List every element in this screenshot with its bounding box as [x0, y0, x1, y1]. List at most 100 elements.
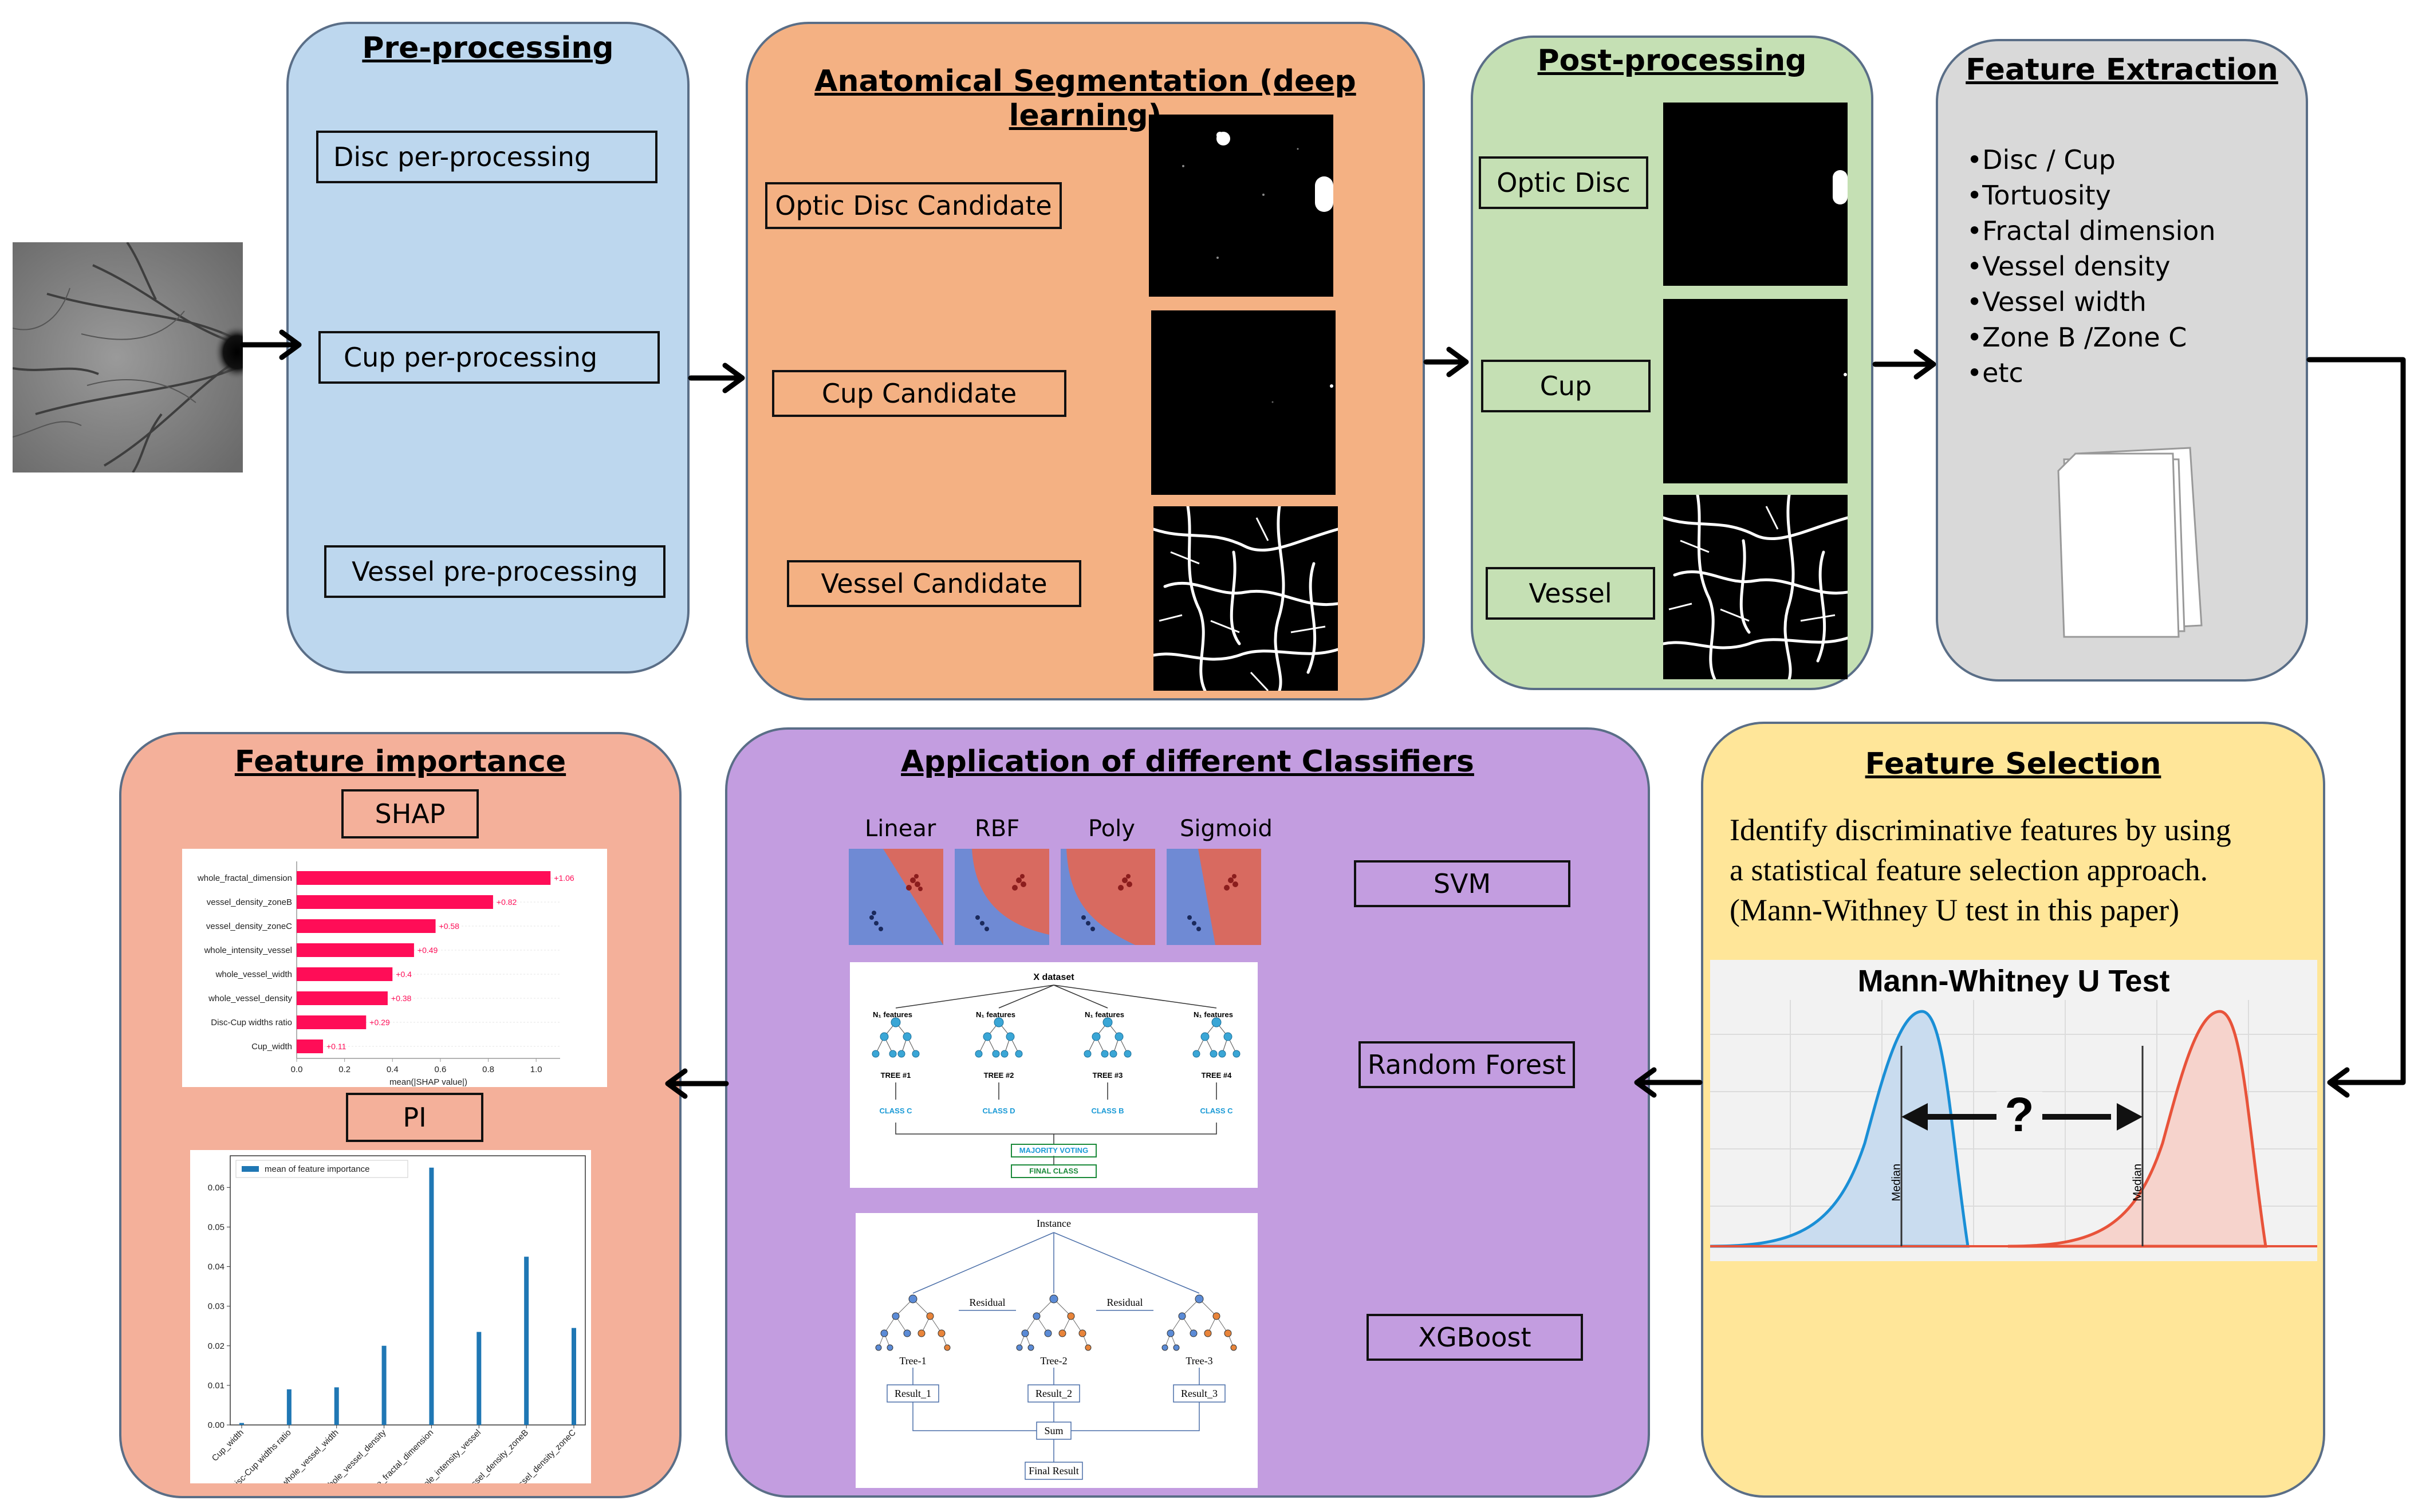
postprocessing-title: Post-processing: [1537, 44, 1807, 78]
mann-whitney-title: Mann-Whitney U Test: [1857, 964, 2170, 998]
shap-label-box: SHAP: [341, 789, 479, 838]
optic-disc-result-image: [1663, 103, 1848, 286]
rf-majority-voting: MAJORITY VOTING: [1019, 1146, 1089, 1155]
pi-bar: [286, 1389, 292, 1425]
kernel-label-poly: Poly: [1088, 816, 1135, 842]
pi-legend-swatch: [242, 1166, 259, 1172]
median-label-right: Median: [2131, 1163, 2144, 1202]
feature-extraction-title: Feature Extraction: [1966, 53, 2278, 87]
feature-item: •Tortuosity: [1967, 180, 2111, 211]
xgb-tree-label: Tree-3: [1186, 1355, 1213, 1367]
rf-features-label: N₁ features: [1085, 1010, 1124, 1019]
xgb-result-label: Result_1: [894, 1388, 931, 1399]
shap-bar: [297, 1015, 367, 1029]
shap-value-label: +0.38: [391, 994, 412, 1003]
random-forest-diagram: X dataset N₁ features N₁ features N₁ fea…: [850, 962, 1258, 1188]
pi-x-tick-label: Cup_width: [210, 1428, 246, 1463]
feature-list: •Disc / Cup •Tortuosity •Fractal dimensi…: [1967, 142, 2216, 391]
rf-final-class: FINAL CLASS: [1029, 1167, 1078, 1175]
xgb-residual-label: Residual: [1106, 1297, 1143, 1308]
rf-tree-label: TREE #4: [1201, 1071, 1232, 1080]
shap-category-label: vessel_density_zoneC: [206, 922, 292, 931]
svm-box: SVM: [1354, 860, 1570, 907]
feature-extraction-panel: Feature Extraction •Disc / Cup •Tortuosi…: [1936, 39, 2308, 682]
feature-selection-title: Feature Selection: [1865, 747, 2161, 781]
segmentation-title: Anatomical Segmentation (deep learning): [814, 64, 1356, 133]
pi-bar: [429, 1167, 434, 1425]
xgboost-diagram: Instance Residual Residual Tree-1 Tree-2…: [856, 1213, 1258, 1488]
shap-category-label: Disc-Cup widths ratio: [211, 1018, 292, 1027]
kernel-label-sigmoid: Sigmoid: [1180, 816, 1273, 842]
pi-bar: [524, 1257, 529, 1425]
cup-candidate-image: [1151, 310, 1336, 495]
shap-category-label: whole_vessel_width: [215, 970, 292, 979]
kernel-label-linear: Linear: [865, 816, 936, 842]
shap-value-label: +0.4: [396, 970, 412, 979]
pi-bar: [477, 1332, 482, 1425]
xgb-instance-label: Instance: [1037, 1218, 1071, 1229]
rf-features-label: N₁ features: [1194, 1010, 1233, 1019]
rf-tree-label: TREE #3: [1092, 1071, 1123, 1080]
rf-class-label: CLASS C: [879, 1107, 912, 1115]
optic-disc-candidate-box: Optic Disc Candidate: [765, 182, 1062, 229]
shap-bar: [297, 991, 388, 1005]
classifiers-title: Application of different Classifiers: [901, 745, 1474, 779]
pi-bar: [239, 1423, 244, 1425]
shap-value-label: +0.82: [497, 897, 517, 907]
pi-bar: [334, 1387, 339, 1425]
svm-kernel-labels: Linear RBF Poly Sigmoid: [842, 816, 1443, 850]
pi-chart: 0.00 0.01 0.02 0.03 0.04 0.05 0.06 Cup_width Dis…: [190, 1150, 591, 1502]
pi-legend-box: [235, 1160, 408, 1178]
feature-item: •Fractal dimension: [1967, 215, 2216, 246]
rf-tree-label: TREE #2: [983, 1071, 1014, 1080]
preprocessing-panel: Pre-processing Disc per-processing Cup p…: [286, 22, 690, 674]
shap-bar: [297, 943, 414, 957]
vessel-box: Vessel: [1486, 567, 1655, 620]
shap-category-label: Cup_width: [251, 1042, 292, 1052]
distribution-right: [2007, 1010, 2267, 1248]
xgb-result-label: Result_3: [1180, 1388, 1218, 1399]
pi-y-tick-label: 0.04: [208, 1262, 225, 1272]
shap-x-tick-label: 0.8: [482, 1065, 494, 1074]
segmentation-panel: Anatomical Segmentation (deep learning) …: [746, 22, 1425, 700]
xgb-residual-label: Residual: [969, 1297, 1006, 1308]
shap-chart: whole_fractal_dimension +1.06 vessel_densi…: [182, 849, 607, 1087]
pi-plot-frame: [230, 1155, 586, 1426]
description-line: (Mann-Withney U test in this paper): [1730, 893, 2180, 927]
disc-preprocessing-box: Disc per-processing: [316, 131, 657, 183]
pi-y-tick-label: 0.01: [208, 1381, 225, 1391]
postprocessing-panel: Post-processing Optic Disc Cup Vessel: [1471, 36, 1873, 690]
median-label-left: Median: [1890, 1163, 1903, 1202]
shap-x-axis-label: mean(|SHAP value|): [389, 1077, 467, 1087]
shap-x-tick-label: 0.0: [291, 1065, 303, 1074]
shap-value-label: +0.11: [326, 1042, 346, 1051]
description-line: a statistical feature selection approach…: [1730, 853, 2208, 887]
rf-tree-label: TREE #1: [880, 1071, 911, 1080]
kernel-label-rbf: RBF: [975, 816, 1020, 842]
shap-category-label: whole_fractal_dimension: [197, 873, 292, 883]
pi-y-tick-label: 0.06: [208, 1183, 225, 1192]
shap-bar: [297, 1040, 323, 1053]
classifiers-panel: Application of different Classifiers Lin…: [725, 727, 1650, 1498]
pi-y-tick-label: 0.00: [208, 1420, 225, 1430]
shap-value-label: +0.49: [418, 946, 438, 955]
shap-bar: [297, 967, 393, 981]
feature-importance-panel: Feature importance SHAP PI whole_fractal…: [119, 732, 682, 1502]
vessel-candidate-image: [1153, 506, 1338, 691]
vessel-preprocessing-box: Vessel pre-processing: [324, 545, 665, 598]
rf-class-label: CLASS C: [1200, 1107, 1233, 1115]
rf-features-label: N₁ features: [976, 1010, 1015, 1019]
optic-disc-candidate-image: [1149, 115, 1333, 297]
cup-candidate-box: Cup Candidate: [772, 370, 1066, 417]
shap-value-label: +0.58: [439, 922, 460, 931]
random-forest-box: Random Forest: [1358, 1041, 1575, 1088]
shap-x-tick-label: 0.2: [338, 1065, 351, 1074]
feature-item: •Vessel density: [1967, 251, 2171, 282]
preprocessing-title: Pre-processing: [362, 31, 614, 65]
vessel-candidate-box: Vessel Candidate: [787, 560, 1081, 607]
optic-disc-box: Optic Disc: [1479, 156, 1648, 209]
feature-item: •Zone B /Zone C: [1967, 322, 2187, 353]
pi-label-box: PI: [346, 1093, 483, 1142]
mann-whitney-chart: Mann-Whitney U Test: [1710, 960, 2317, 1261]
